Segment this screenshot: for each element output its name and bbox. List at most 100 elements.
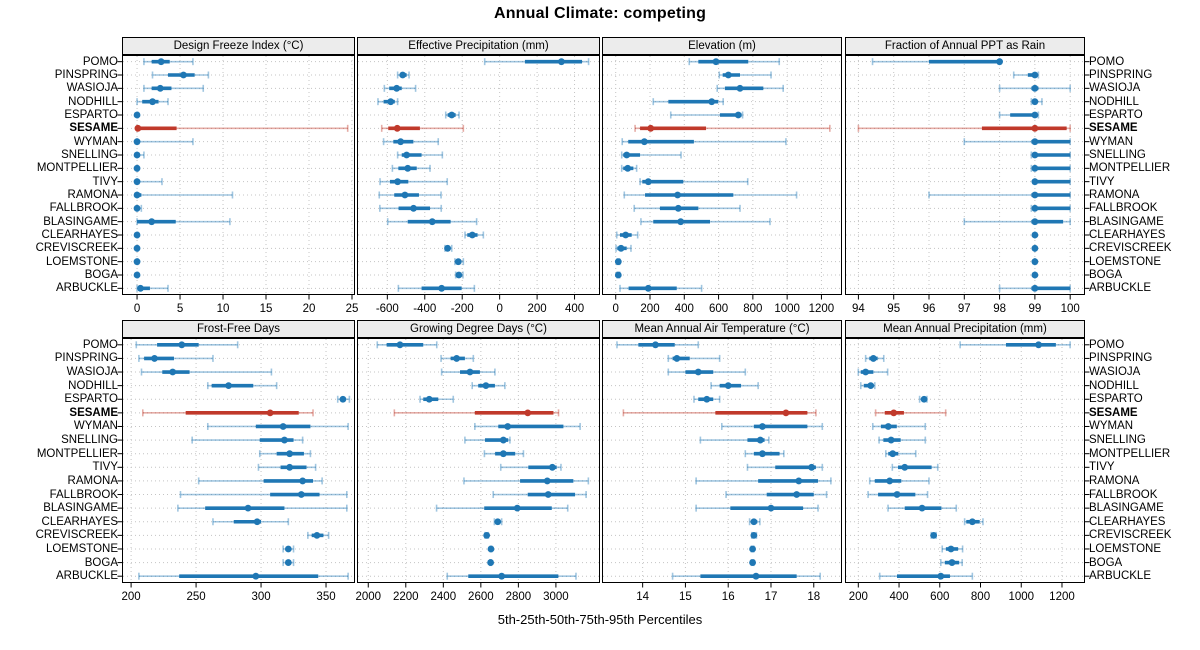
interval-bar-nodhill <box>471 382 506 390</box>
site-label-right: LOEMSTONE <box>1089 255 1161 268</box>
interval-bar-fallbrook <box>1030 204 1071 212</box>
interval-bar-snelling <box>464 436 511 444</box>
interval-bar-snelling <box>133 151 145 159</box>
site-label-left: SNELLING <box>61 149 118 161</box>
interval-bar-pinspring <box>440 354 475 362</box>
site-label-right: WYMAN <box>1089 135 1134 148</box>
site-label-right: POMO <box>1089 55 1125 68</box>
x-tick-label: 0 <box>134 303 140 315</box>
interval-bar-pomo <box>616 341 700 349</box>
panel-strip-title: Fraction of Annual PPT as Rain <box>845 37 1085 55</box>
site-label-left: CREVISCREEK <box>35 242 118 255</box>
x-tick-label: -200 <box>451 303 474 315</box>
interval-bar-ramona <box>378 191 442 199</box>
site-label-left: CREVISCREEK <box>35 529 118 542</box>
x-tick-label: 99 <box>1028 303 1041 315</box>
interval-bar-esparto <box>419 395 455 403</box>
interval-bar-ramona <box>197 477 323 485</box>
interval-bar-wasioja <box>716 84 784 92</box>
interval-bar-tivy <box>257 463 317 471</box>
interval-bar-montpellier <box>391 164 431 172</box>
x-tick-label: 2200 <box>393 591 419 603</box>
site-label-right: BLASINGAME <box>1089 502 1164 515</box>
x-tick-label: 200 <box>849 591 868 603</box>
x-tick-label: 200 <box>122 591 141 603</box>
site-label-right: SNELLING <box>1089 149 1146 161</box>
x-tick-label: 1200 <box>1049 591 1075 603</box>
site-label-right: ARBUCKLE <box>1089 282 1151 295</box>
interval-bar-blasingame <box>887 504 958 512</box>
interval-bar-clearhayes <box>748 518 761 526</box>
percentile-caption: 5th-25th-50th-75th-95th Percentiles <box>497 612 703 627</box>
interval-bar-wasioja <box>667 368 747 376</box>
site-label-right: SESAME <box>1089 406 1138 419</box>
panel-plot: 94 95 96 97 98 99 100 <box>845 55 1090 315</box>
interval-bar-montpellier <box>620 164 638 172</box>
site-label-right: WYMAN <box>1089 420 1134 433</box>
x-tick-label: 100 <box>1061 303 1080 315</box>
interval-bar-pinspring <box>396 71 410 79</box>
site-label-right: BLASINGAME <box>1089 215 1164 228</box>
site-label-right: PINSPRING <box>1089 69 1153 81</box>
panel-strip-title: Growing Degree Days (°C) <box>357 320 600 338</box>
site-label-left: TIVY <box>92 175 118 188</box>
interval-bar-snelling <box>699 436 770 444</box>
site-label-left: MONTPELLIER <box>36 447 118 460</box>
interval-bar-wyman <box>621 138 787 146</box>
x-tick-label: 600 <box>709 303 728 315</box>
site-label-right: POMO <box>1089 338 1125 351</box>
x-tick-label: 94 <box>852 303 865 315</box>
interval-bar-boga <box>133 271 141 279</box>
x-tick-label: 16 <box>722 591 735 603</box>
interval-bar-wyman <box>871 422 927 430</box>
site-label-right: BOGA <box>1089 269 1123 281</box>
interval-bar-tivy <box>639 178 749 186</box>
interval-bar-nodhill <box>859 382 876 390</box>
interval-bar-boga <box>614 271 622 279</box>
interval-bar-wyman <box>206 422 349 430</box>
site-label-left: ARBUCKLE <box>56 570 118 583</box>
interval-bar-sesame <box>134 124 349 132</box>
interval-bar-snelling <box>1030 151 1071 159</box>
interval-bar-clearhayes <box>963 518 984 526</box>
interval-bar-loemstone <box>282 545 295 553</box>
interval-bar-blasingame <box>963 218 1071 226</box>
interval-bar-loemstone <box>133 258 141 266</box>
site-label-left: MONTPELLIER <box>36 162 118 175</box>
interval-bar-creviscreek <box>483 531 491 539</box>
x-tick-label: 5 <box>177 303 183 315</box>
interval-bar-montpellier <box>744 450 785 458</box>
interval-bar-fallbrook <box>492 491 587 499</box>
interval-bar-snelling <box>878 436 927 444</box>
x-tick-label: 2000 <box>355 591 381 603</box>
interval-bar-pomo <box>483 58 590 66</box>
site-label-right: MONTPELLIER <box>1089 162 1171 175</box>
panel-strip-title: Elevation (m) <box>602 37 842 55</box>
interval-bar-wasioja <box>998 84 1071 92</box>
site-label-left: TIVY <box>92 461 118 474</box>
interval-bar-blasingame <box>695 504 819 512</box>
site-label-left: SESAME <box>69 122 118 135</box>
x-tick-label: 400 <box>889 591 908 603</box>
panel-strip-title: Mean Annual Precipitation (mm) <box>845 320 1085 338</box>
interval-bar-loemstone <box>487 545 495 553</box>
interval-bar-wasioja <box>143 84 205 92</box>
site-label-right: WASIOJA <box>1089 82 1141 95</box>
interval-bar-pinspring <box>138 354 214 362</box>
interval-bar-wyman <box>963 138 1071 146</box>
interval-bar-blasingame <box>136 218 231 226</box>
x-tick-label: 15 <box>679 591 692 603</box>
interval-bar-boga <box>282 559 295 567</box>
x-tick-label: 18 <box>807 591 820 603</box>
interval-bar-arbuckle <box>619 284 703 292</box>
interval-bar-ramona <box>868 477 930 485</box>
interval-bar-pomo <box>135 341 239 349</box>
site-label-left: BOGA <box>84 269 118 281</box>
interval-bar-loemstone <box>749 545 756 553</box>
x-tick-label: 300 <box>251 591 270 603</box>
interval-bar-tivy <box>499 463 562 471</box>
panel-strip-title: Frost-Free Days <box>122 320 355 338</box>
site-label-right: TIVY <box>1089 461 1115 474</box>
site-label-left: WASIOJA <box>66 366 118 379</box>
interval-bar-creviscreek <box>133 244 141 252</box>
